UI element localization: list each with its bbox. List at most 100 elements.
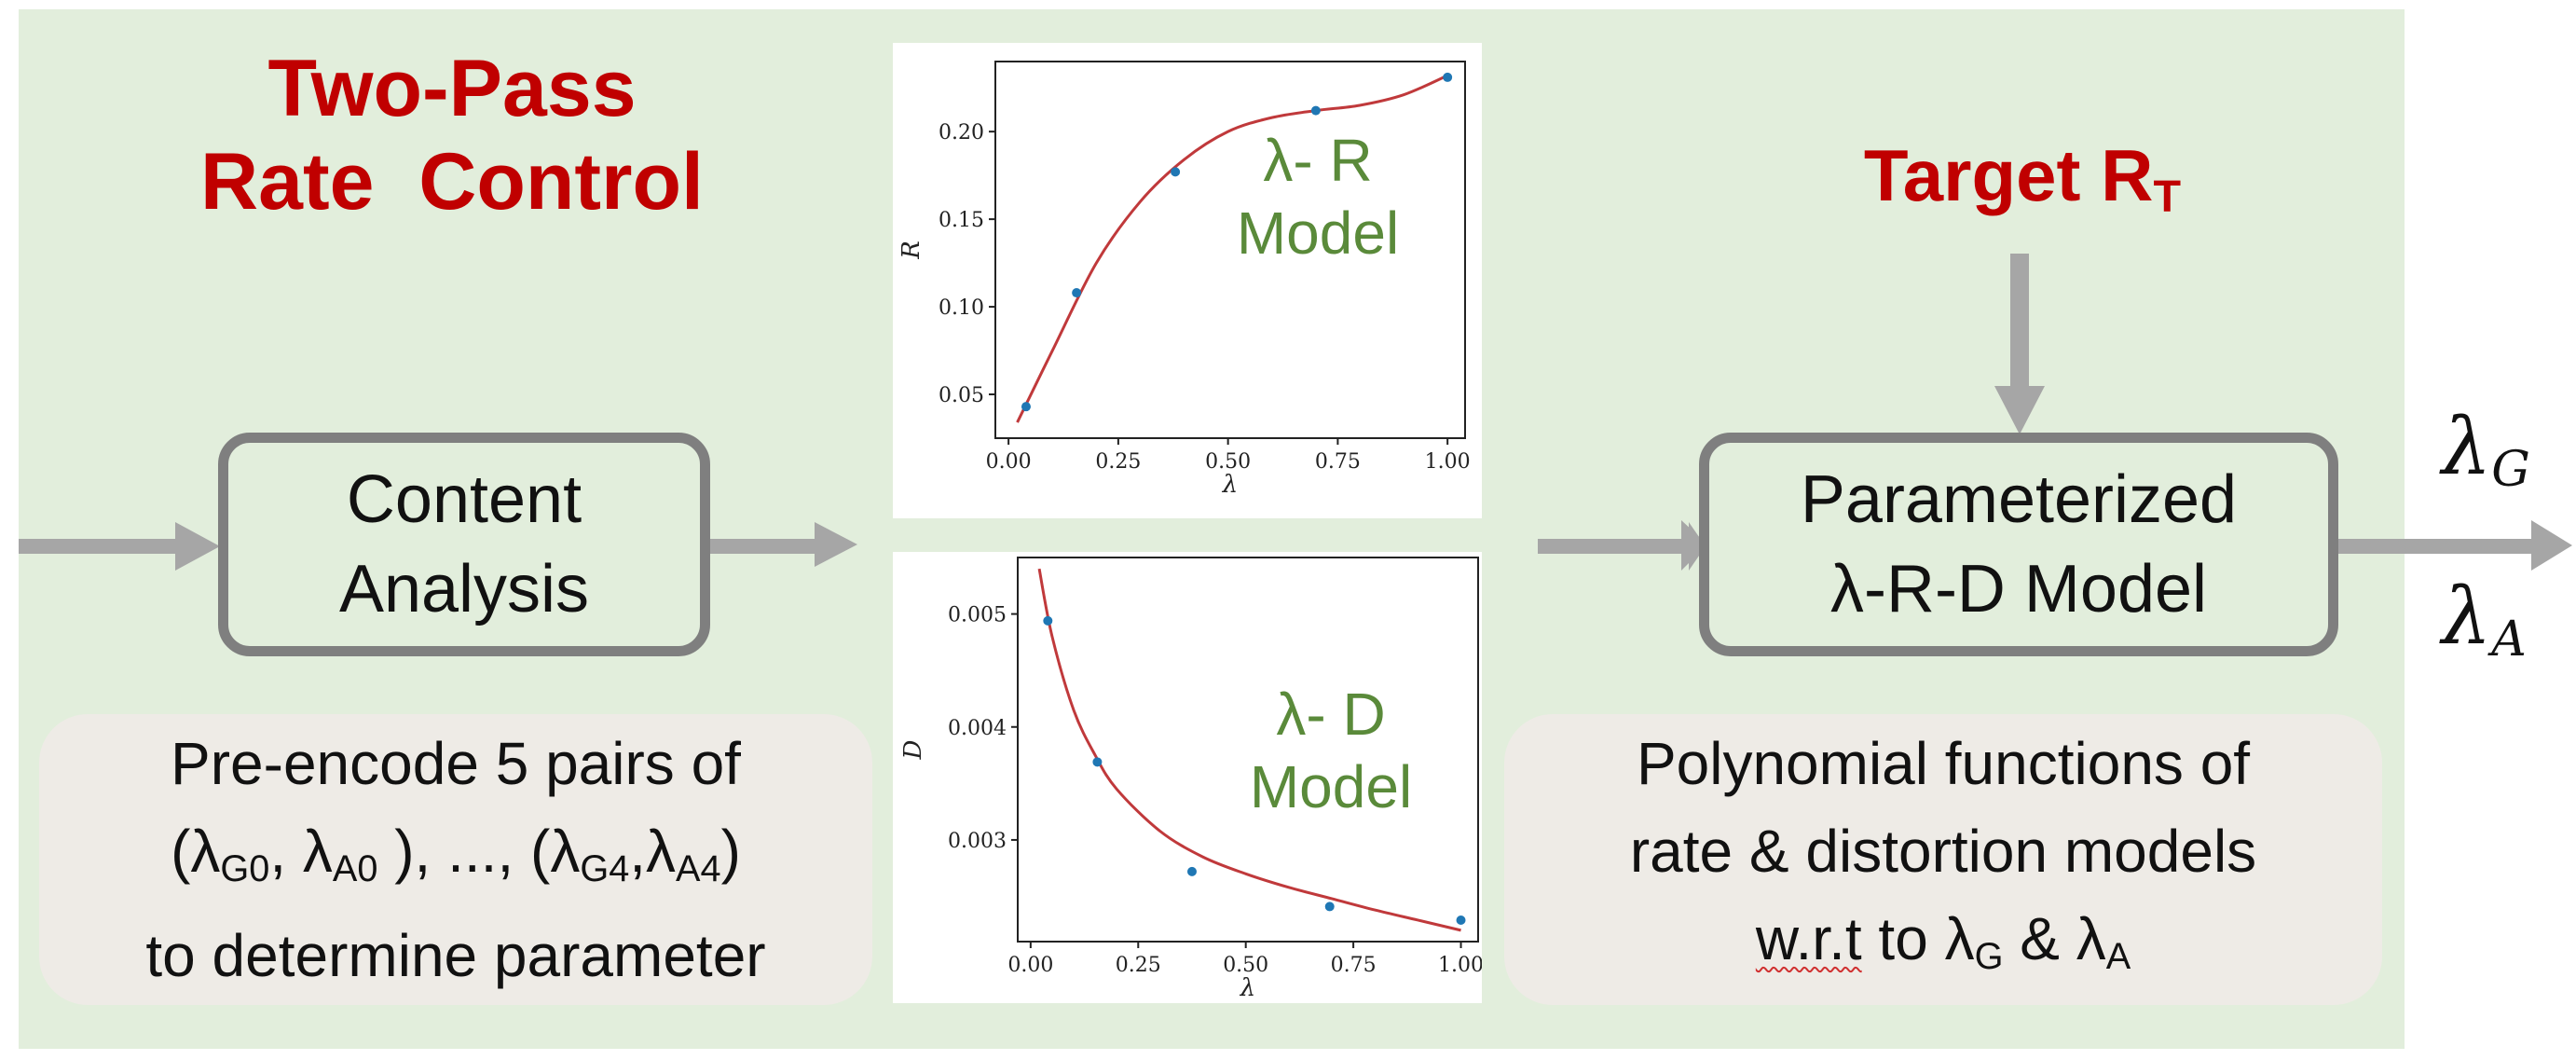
x-tick-label: 0.00 — [1007, 954, 1053, 977]
lambda-d-chart-svg: 0.00 0.25 0.50 0.75 1.00 0.003 0.004 0.005 λ Dλ- … — [899, 557, 1482, 1002]
pre-encode-line-3: to determine parameter — [145, 922, 766, 990]
output-arrow — [2330, 520, 2572, 571]
lambda-a-subscript: A — [2491, 612, 2527, 668]
lambda-a-output: λA — [2442, 571, 2527, 668]
x-tick-label: 0.00 — [986, 450, 1032, 474]
target-rate-label: Target RT — [1771, 131, 2274, 241]
x-axis-label: λ — [1222, 471, 1238, 499]
plot-frame — [1017, 557, 1479, 943]
index-0: 0 — [357, 847, 378, 889]
content-analysis-line-1: Content — [346, 462, 582, 537]
subscript-g: G — [1974, 935, 2004, 977]
subscript-g0: G0 — [220, 847, 269, 888]
y-axis-label: D — [899, 739, 927, 760]
target-label-text: Target R — [1863, 134, 2154, 216]
fit-curve — [1016, 74, 1448, 423]
lambda-r-chart-svg: 0.00 0.25 0.50 0.75 1.00 0.05 0.10 0.15 0.20 λ Rλ-… — [897, 61, 1471, 499]
paren-open: ( — [171, 817, 191, 885]
model-box-line-1: Parameterized — [1800, 462, 2238, 537]
lambda-a-symbol: λ — [2442, 571, 2492, 662]
subscript-a: A — [2105, 935, 2131, 977]
subscript-g: G — [220, 847, 250, 889]
data-point — [1043, 615, 1053, 626]
title-line-2: Rate Control — [200, 137, 704, 227]
x-tick-label: 0.75 — [1315, 450, 1361, 474]
lambda-g-subscript: G — [2491, 442, 2530, 499]
lambda-symbol: λ — [646, 817, 677, 885]
ellipsis: ), ..., ( — [377, 817, 551, 885]
y-tick-label: 0.20 — [939, 121, 984, 145]
poly-line-2: rate & distortion models — [1629, 817, 2257, 885]
y-tick-label: 0.05 — [939, 384, 984, 407]
y-tick-label: 0.10 — [939, 296, 984, 320]
data-point — [1456, 915, 1466, 925]
lambda-symbol: λ — [302, 817, 333, 885]
model-label-line-1: λ- D — [1276, 681, 1385, 748]
content-to-charts-arrow — [708, 522, 857, 567]
target-subscript: T — [2153, 172, 2182, 223]
subscript-a: A — [676, 847, 701, 889]
data-point — [1324, 902, 1335, 912]
model-label-line-2: Model — [1237, 200, 1399, 267]
x-tick-label: 0.50 — [1205, 450, 1251, 474]
data-point — [1072, 288, 1082, 298]
x-tick-label: 1.00 — [1425, 450, 1471, 474]
x-tick-label: 0.25 — [1116, 954, 1161, 977]
data-point — [1310, 105, 1321, 116]
y-tick-label: 0.005 — [948, 604, 1007, 627]
polynomial-note: Polynomial functions of rate & distortio… — [1504, 714, 2382, 1005]
content-analysis-line-2: Analysis — [338, 552, 590, 626]
lambda-symbol: λ — [190, 817, 221, 885]
comma: , — [629, 817, 647, 885]
poly-line-1: Polynomial functions of — [1636, 729, 2251, 797]
pre-encode-note: Pre-encode 5 pairs of (λG0, λA0 ), ..., … — [39, 714, 872, 1005]
model-label-line-1: λ- R — [1263, 127, 1372, 194]
poly-line-3: w.r.t to λG & λA — [1504, 895, 2382, 1000]
y-tick-label: 0.003 — [948, 830, 1007, 853]
index-4: 4 — [700, 847, 721, 889]
wrt-text: w.r.t — [1755, 904, 1862, 972]
subscript-a0: A0 — [333, 847, 378, 888]
input-arrow — [19, 522, 220, 571]
model-label-line-2: Model — [1250, 753, 1412, 820]
x-tick-label: 1.00 — [1438, 954, 1482, 977]
amp-lambda: & λ — [2003, 904, 2106, 972]
lambda-g-symbol: λ — [2442, 401, 2492, 492]
subscript-a: A — [332, 847, 358, 889]
lambda-g-output: λG — [2442, 401, 2530, 498]
plot-frame — [994, 61, 1466, 439]
data-point — [1186, 866, 1197, 876]
content-analysis-box: Content Analysis — [218, 433, 710, 656]
target-down-arrow — [1994, 254, 2045, 434]
pre-encode-line-2: (λG0, λA0 ), ..., (λG4,λA4) — [39, 807, 872, 913]
data-point — [1443, 72, 1453, 82]
index-4: 4 — [609, 847, 630, 889]
title-line-1: Two-Pass — [267, 44, 637, 133]
data-point — [1021, 402, 1031, 412]
data-point — [1092, 757, 1103, 767]
subscript-g: G — [580, 847, 610, 889]
subscript-a4: A4 — [676, 847, 721, 888]
lambda-symbol: λ — [550, 817, 581, 885]
fit-curve — [1037, 568, 1461, 932]
diagram-title: Two-Pass Rate Control — [130, 42, 774, 228]
parameterized-model-box: Parameterized λ-R-D Model — [1699, 433, 2338, 656]
subscript-g4: G4 — [580, 847, 629, 888]
y-tick-label: 0.15 — [939, 209, 984, 232]
x-tick-label: 0.75 — [1331, 954, 1377, 977]
charts-to-model-arrow — [1538, 520, 1707, 571]
paren-close: ) — [720, 817, 741, 885]
y-axis-label: R — [897, 241, 925, 260]
x-tick-label: 0.25 — [1095, 450, 1141, 474]
index-0: 0 — [249, 847, 270, 889]
y-tick-label: 0.004 — [948, 717, 1007, 740]
pre-encode-line-1: Pre-encode 5 pairs of — [171, 729, 741, 797]
data-point — [1171, 167, 1181, 177]
to-lambda: to λ — [1861, 904, 1975, 972]
x-axis-label: λ — [1240, 974, 1255, 1002]
comma: , — [269, 817, 303, 885]
model-box-line-2: λ-R-D Model — [1829, 552, 2208, 626]
